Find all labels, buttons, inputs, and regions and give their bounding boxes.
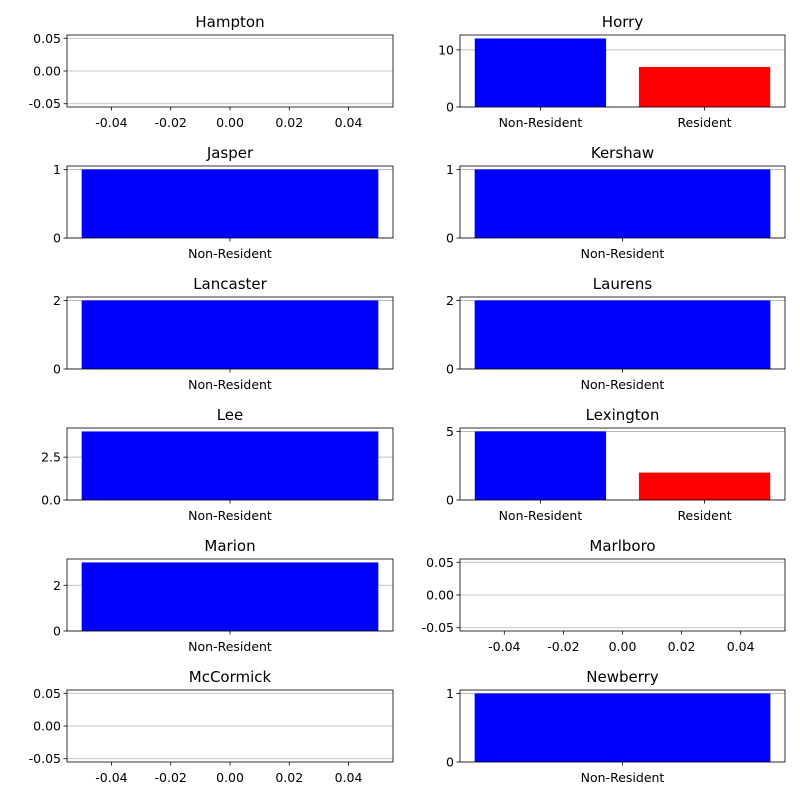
y-tick-label: 2 <box>53 293 61 308</box>
bar-non-resident <box>474 38 607 107</box>
axes-frame <box>459 427 786 501</box>
axes-frame <box>459 558 786 632</box>
axes-frame <box>459 34 786 108</box>
x-tick-label: Non-Resident <box>581 770 665 785</box>
x-tick-label: Resident <box>677 508 731 523</box>
axes-frame <box>459 296 786 370</box>
x-tick-label: Non-Resident <box>499 115 583 130</box>
chart-title: McCormick <box>189 668 272 686</box>
y-tick-label: 1 <box>446 686 454 701</box>
y-tick-label: -0.05 <box>29 96 61 111</box>
x-tick-label: -0.04 <box>95 115 127 130</box>
y-tick-label: 0.00 <box>33 64 61 79</box>
y-tick-label: 2.5 <box>41 450 61 465</box>
y-tick-label: 2 <box>53 578 61 593</box>
y-tick-label: 1 <box>446 162 454 177</box>
x-tick-label: 0.02 <box>275 115 303 130</box>
y-tick-label: 5 <box>446 424 454 439</box>
axes-frame <box>66 165 394 239</box>
x-tick-label: Non-Resident <box>188 508 272 523</box>
bar-non-resident <box>81 300 379 369</box>
x-tick-label: 0.04 <box>335 770 363 785</box>
axes-frame <box>66 689 394 763</box>
y-tick-label: 0 <box>446 100 454 115</box>
x-tick-label: Non-Resident <box>581 246 665 261</box>
x-tick-label: 0.00 <box>216 115 244 130</box>
bar-non-resident <box>81 562 379 631</box>
x-tick-label: -0.02 <box>155 770 187 785</box>
y-tick-label: 0.05 <box>33 31 61 46</box>
bar-non-resident <box>474 431 607 500</box>
x-tick-label: 0.02 <box>668 639 696 654</box>
y-tick-label: 0 <box>446 231 454 246</box>
x-tick-label: Non-Resident <box>499 508 583 523</box>
y-tick-label: 0 <box>446 493 454 508</box>
x-tick-label: 0.04 <box>727 639 755 654</box>
axes-frame <box>459 689 786 763</box>
x-tick-label: -0.04 <box>488 639 520 654</box>
chart-title: Laurens <box>593 275 653 293</box>
x-tick-label: 0.04 <box>335 115 363 130</box>
y-tick-label: 0 <box>53 231 61 246</box>
bar-non-resident <box>474 169 771 238</box>
chart-title: Newberry <box>586 668 659 686</box>
x-tick-label: -0.02 <box>155 115 187 130</box>
x-tick-label: Non-Resident <box>188 246 272 261</box>
y-tick-label: 0 <box>446 755 454 770</box>
bar-resident <box>638 472 771 500</box>
axes-frame <box>66 558 394 632</box>
x-tick-label: 0.02 <box>275 770 303 785</box>
bar-non-resident <box>81 169 379 238</box>
x-tick-label: Non-Resident <box>188 639 272 654</box>
y-tick-label: 0.00 <box>426 588 454 603</box>
y-tick-label: 0.05 <box>33 686 61 701</box>
chart-title: Lancaster <box>193 275 267 293</box>
axes-frame <box>459 165 786 239</box>
chart-title: Hampton <box>195 13 264 31</box>
axes-frame <box>66 296 394 370</box>
y-tick-label: -0.05 <box>29 751 61 766</box>
x-tick-label: -0.02 <box>547 639 579 654</box>
chart-title: Marlboro <box>589 537 655 555</box>
bar-non-resident <box>81 431 379 500</box>
bar-resident <box>638 67 771 107</box>
chart-title: Horry <box>602 13 644 31</box>
x-tick-label: 0.00 <box>609 639 637 654</box>
x-tick-label: -0.04 <box>95 770 127 785</box>
y-tick-label: -0.05 <box>422 620 454 635</box>
chart-title: Marion <box>204 537 255 555</box>
x-tick-label: 0.00 <box>216 770 244 785</box>
chart-title: Jasper <box>206 144 254 162</box>
chart-title: Lee <box>217 406 244 424</box>
x-tick-label: Non-Resident <box>188 377 272 392</box>
y-tick-label: 0.0 <box>41 493 61 508</box>
y-tick-label: 0 <box>53 624 61 639</box>
x-tick-label: Resident <box>677 115 731 130</box>
chart-title: Kershaw <box>591 144 654 162</box>
axes-frame <box>66 427 394 501</box>
y-tick-label: 0 <box>53 362 61 377</box>
bar-non-resident <box>474 300 771 369</box>
x-tick-label: Non-Resident <box>581 377 665 392</box>
y-tick-label: 0 <box>446 362 454 377</box>
y-tick-label: 10 <box>438 42 454 57</box>
y-tick-label: 0.00 <box>33 719 61 734</box>
axes-frame <box>66 34 394 108</box>
chart-title: Lexington <box>586 406 660 424</box>
y-tick-label: 2 <box>446 293 454 308</box>
y-tick-label: 1 <box>53 162 61 177</box>
y-tick-label: 0.05 <box>426 555 454 570</box>
bar-non-resident <box>474 693 771 762</box>
